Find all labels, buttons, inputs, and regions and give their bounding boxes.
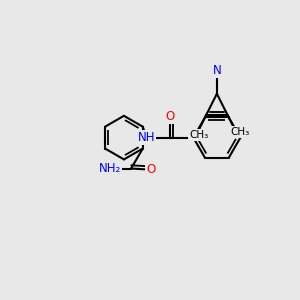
- Text: NH₂: NH₂: [99, 162, 121, 175]
- Text: O: O: [165, 110, 174, 123]
- Text: O: O: [146, 163, 156, 176]
- Text: CH₃: CH₃: [230, 127, 250, 137]
- Text: NH: NH: [137, 131, 155, 144]
- Text: N: N: [212, 64, 221, 77]
- Text: CH₃: CH₃: [189, 130, 208, 140]
